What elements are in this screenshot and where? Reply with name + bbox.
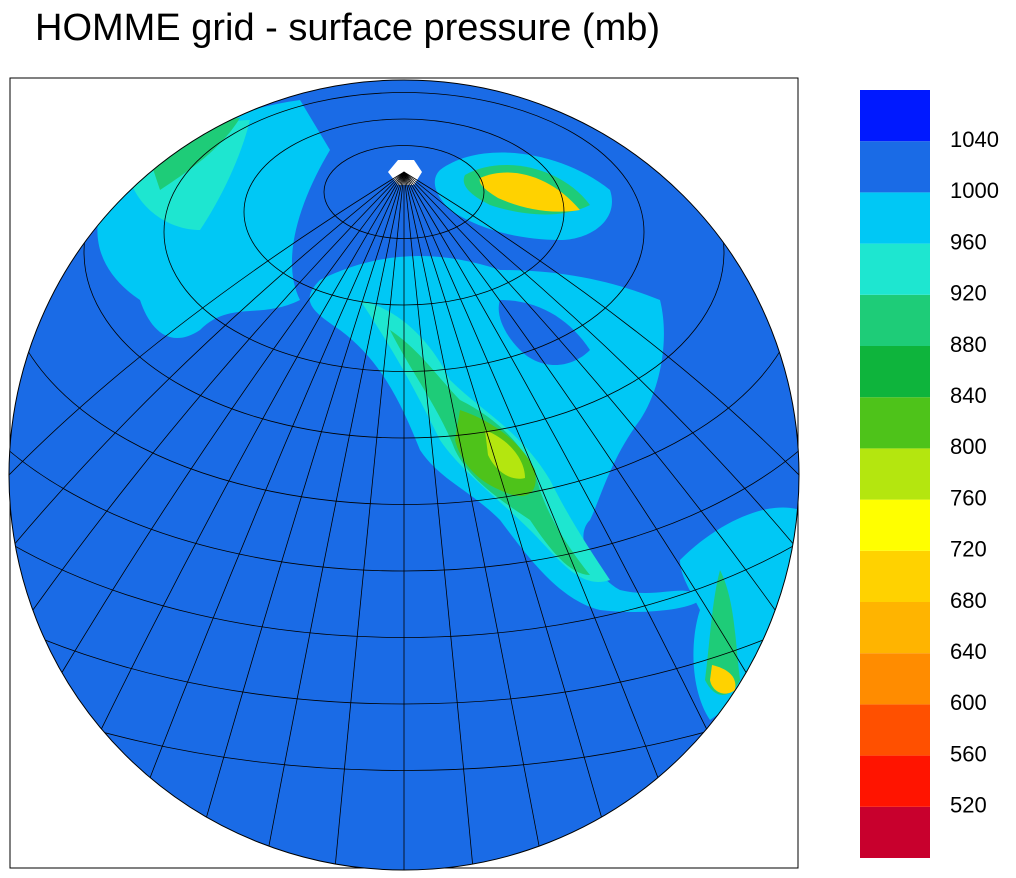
colorbar-label: 520 <box>950 793 987 818</box>
colorbar-box <box>860 704 930 756</box>
globe-outline <box>8 79 800 871</box>
meridian-line <box>403 171 602 818</box>
colorbar-label: 800 <box>950 434 987 459</box>
colorbar-label: 960 <box>950 229 987 254</box>
meridian-line <box>403 171 799 476</box>
colorbar-label: 840 <box>950 383 987 408</box>
meridian-line <box>403 171 473 865</box>
meridian-line <box>403 171 794 544</box>
colorbar-box <box>860 141 930 193</box>
meridian-line <box>206 171 405 818</box>
land-andes-top <box>710 665 736 694</box>
colorbar-box <box>860 192 930 244</box>
colorbar-box <box>860 243 930 295</box>
land-andes <box>705 570 740 695</box>
land-asia-high <box>130 120 250 230</box>
colorbar-box <box>860 448 930 500</box>
colorbar-label: 1000 <box>950 178 999 203</box>
colorbar-label: 680 <box>950 588 987 613</box>
meridian-line <box>32 171 405 611</box>
land-greenland-top <box>479 172 580 212</box>
colorbar-box <box>860 653 930 705</box>
meridian-line <box>403 171 776 611</box>
colorbar-box <box>860 602 930 654</box>
colorbar-label: 760 <box>950 485 987 510</box>
meridian-line <box>403 171 659 778</box>
colorbar-label: 720 <box>950 537 987 562</box>
colorbar-label: 880 <box>950 332 987 357</box>
map-title: HOMME grid - surface pressure (mb) <box>35 7 660 49</box>
colorbar-box <box>860 294 930 346</box>
meridian-line <box>335 171 405 865</box>
colorbar-box <box>860 90 930 142</box>
colorbar-box <box>860 499 930 551</box>
meridian-line <box>14 171 405 544</box>
meridian-line <box>101 171 405 730</box>
colorbar-box <box>860 346 930 398</box>
colorbar-label: 1040 <box>950 127 999 152</box>
colorbar-box <box>860 550 930 602</box>
meridian-line <box>403 171 540 847</box>
land-rockies-top <box>485 430 525 479</box>
colorbar-label: 560 <box>950 741 987 766</box>
meridian-line <box>403 171 707 730</box>
colorbar: 520 560 600 640 680 720 760 800 840 880 920 960 1000… <box>860 90 999 858</box>
colorbar-label: 600 <box>950 690 987 715</box>
meridian-line <box>268 171 405 847</box>
meridian-line <box>61 171 405 673</box>
colorbar-label: 920 <box>950 281 987 306</box>
colorbar-box <box>860 806 930 858</box>
meridian-line <box>9 171 405 476</box>
colorbar-box <box>860 755 930 807</box>
land-asia-mount <box>150 118 240 190</box>
colorbar-label: 640 <box>950 639 987 664</box>
colorbar-box <box>860 397 930 449</box>
meridian-line <box>149 171 405 778</box>
meridian-line <box>403 171 747 673</box>
